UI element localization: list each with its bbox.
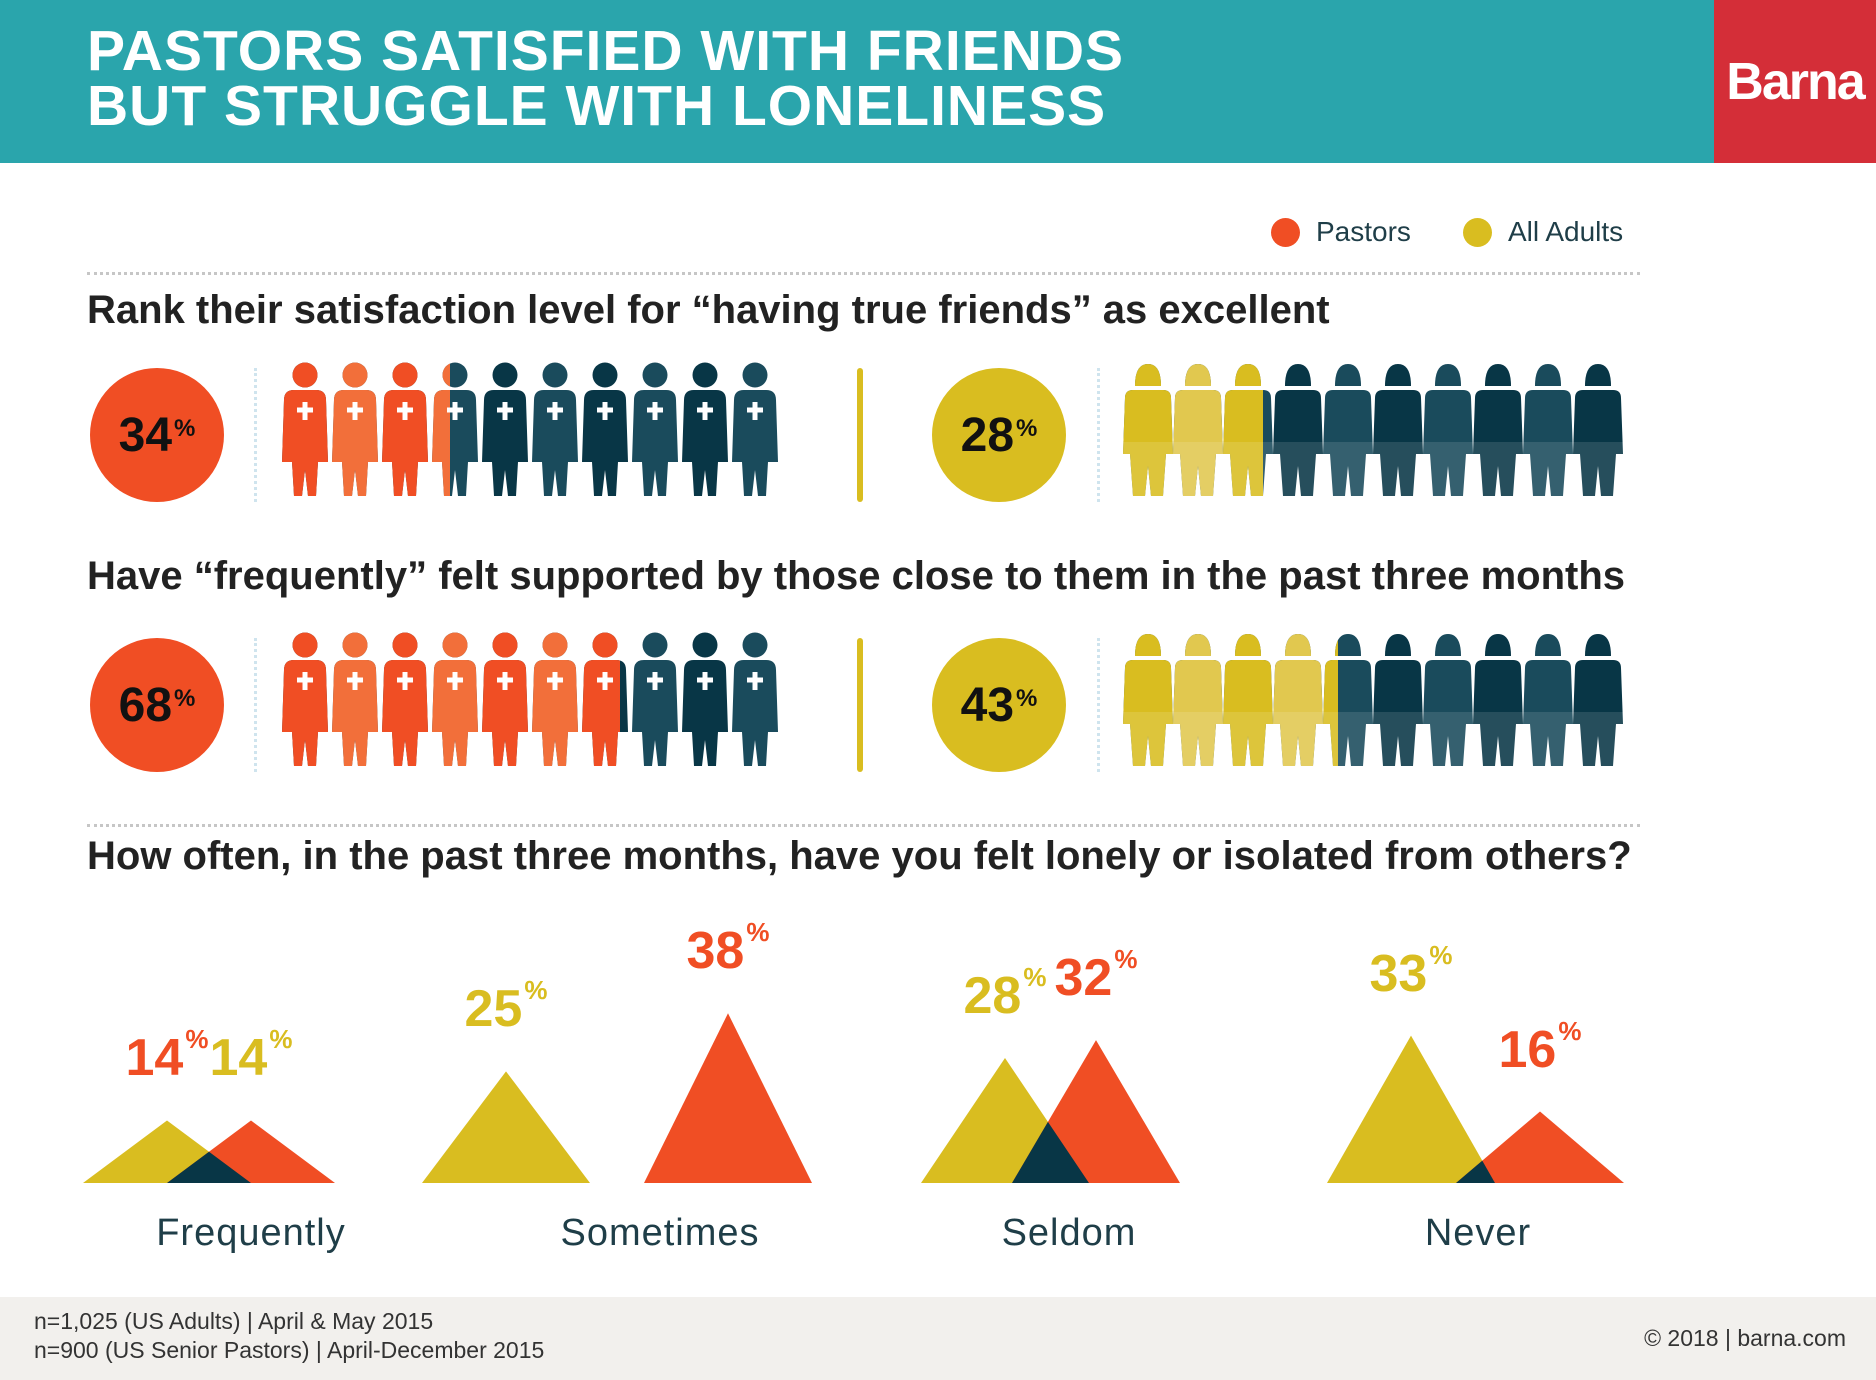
pastor-figure (682, 362, 728, 496)
pastors-friends-pictogram (282, 362, 778, 496)
pastors-supported-value: 68 (118, 678, 173, 732)
page-title: PASTORS SATISFIED WITH FRIENDS BUT STRUG… (87, 19, 1125, 138)
section-divider (87, 824, 1640, 827)
adults-value-sometimes: 25% (464, 975, 548, 1039)
adults-supported-value: 43 (960, 678, 1015, 732)
legend-pastors: Pastors (1271, 212, 1411, 252)
title-line-2: BUT STRUGGLE WITH LONELINESS (87, 74, 1107, 138)
pastor-figure (632, 632, 678, 766)
adults-supported-pictogram (1123, 634, 1623, 768)
pastor-figure (682, 632, 728, 766)
title-line-1: PASTORS SATISFIED WITH FRIENDS (87, 19, 1125, 83)
pastor-figure (582, 362, 628, 496)
percent-sign: % (174, 685, 196, 712)
adult-figure (1423, 634, 1473, 768)
pastors-triangle-sometimes (644, 1013, 812, 1183)
sample-note-pastors: n=900 (US Senior Pastors) | April-Decemb… (34, 1337, 545, 1363)
group-divider (857, 368, 863, 502)
pastor-figure (732, 632, 778, 766)
category-seldom: Seldom (1001, 1212, 1137, 1254)
pastors-value-never: 16% (1498, 1015, 1582, 1079)
adults-swatch-icon (1463, 217, 1492, 247)
adults-triangle-sometimes (422, 1071, 590, 1183)
sample-note-adults: n=1,025 (US Adults) | April & May 2015 (34, 1308, 434, 1334)
pastors-friends-value: 34 (118, 408, 173, 462)
percent-sign: % (1016, 685, 1038, 712)
category-never: Never (1424, 1212, 1532, 1254)
question-true-friends: Rank their satisfaction level for “havin… (87, 288, 1330, 332)
pastor-figure (482, 362, 528, 496)
section-divider (87, 272, 1640, 275)
question-felt-supported: Have “frequently” felt supported by thos… (87, 554, 1626, 598)
adults-friends-pictogram (1123, 364, 1623, 498)
adults-value-never: 33% (1369, 939, 1453, 1003)
adult-figure (1423, 364, 1473, 498)
pastor-figure (632, 362, 678, 496)
adult-figure (1573, 634, 1623, 768)
adults-value-seldom: 28% (963, 961, 1047, 1025)
pastors-supported-pictogram (282, 632, 778, 766)
dotted-divider (254, 638, 257, 772)
adult-figure (1323, 364, 1373, 498)
overlap-triangle-frequently (167, 1120, 251, 1183)
adult-figure (1373, 364, 1423, 498)
group-divider (857, 638, 863, 772)
pastor-figure (732, 362, 778, 496)
pastors-swatch-icon (1271, 217, 1300, 247)
dotted-divider (1097, 638, 1100, 772)
adults-friends-badge: 28% (932, 368, 1066, 502)
adults-triangle-never (1327, 1035, 1495, 1183)
legend-adults: All Adults (1463, 212, 1623, 252)
adults-supported-badge: 43% (932, 638, 1066, 772)
question-lonely: How often, in the past three months, hav… (87, 834, 1632, 878)
percent-sign: % (1016, 415, 1038, 442)
adult-figure (1273, 364, 1323, 498)
category-frequently: Frequently (156, 1212, 346, 1254)
overlap-triangle-seldom (1012, 1057, 1089, 1183)
loneliness-chart (83, 1013, 1624, 1183)
legend-adults-label: All Adults (1508, 216, 1624, 247)
copyright: © 2018 | barna.com (1644, 1325, 1846, 1351)
adult-figure (1523, 364, 1573, 498)
pastors-supported-badge: 68% (90, 638, 224, 772)
pastor-figure (532, 362, 578, 496)
adult-figure (1573, 364, 1623, 498)
percent-sign: % (174, 415, 196, 442)
pastors-friends-badge: 34% (90, 368, 224, 502)
adult-figure (1373, 634, 1423, 768)
dotted-divider (1097, 368, 1100, 502)
dotted-divider (254, 368, 257, 502)
legend-pastors-label: Pastors (1316, 216, 1411, 247)
adult-figure (1473, 634, 1523, 768)
category-sometimes: Sometimes (560, 1212, 760, 1254)
pastors-triangle-never (1456, 1111, 1624, 1183)
footer (0, 1297, 1876, 1380)
adult-figure (1523, 634, 1573, 768)
header-banner: PASTORS SATISFIED WITH FRIENDS BUT STRUG… (0, 0, 1876, 163)
adult-figure (1473, 364, 1523, 498)
pastors-value-sometimes: 38% (686, 917, 770, 981)
pastors-value-seldom: 32% (1054, 944, 1138, 1008)
barna-logo: Barna (1714, 0, 1876, 163)
pastors-value-frequently: 14% (125, 1024, 209, 1088)
adults-value-frequently: 14% (209, 1024, 293, 1088)
adults-friends-value: 28 (960, 408, 1015, 462)
